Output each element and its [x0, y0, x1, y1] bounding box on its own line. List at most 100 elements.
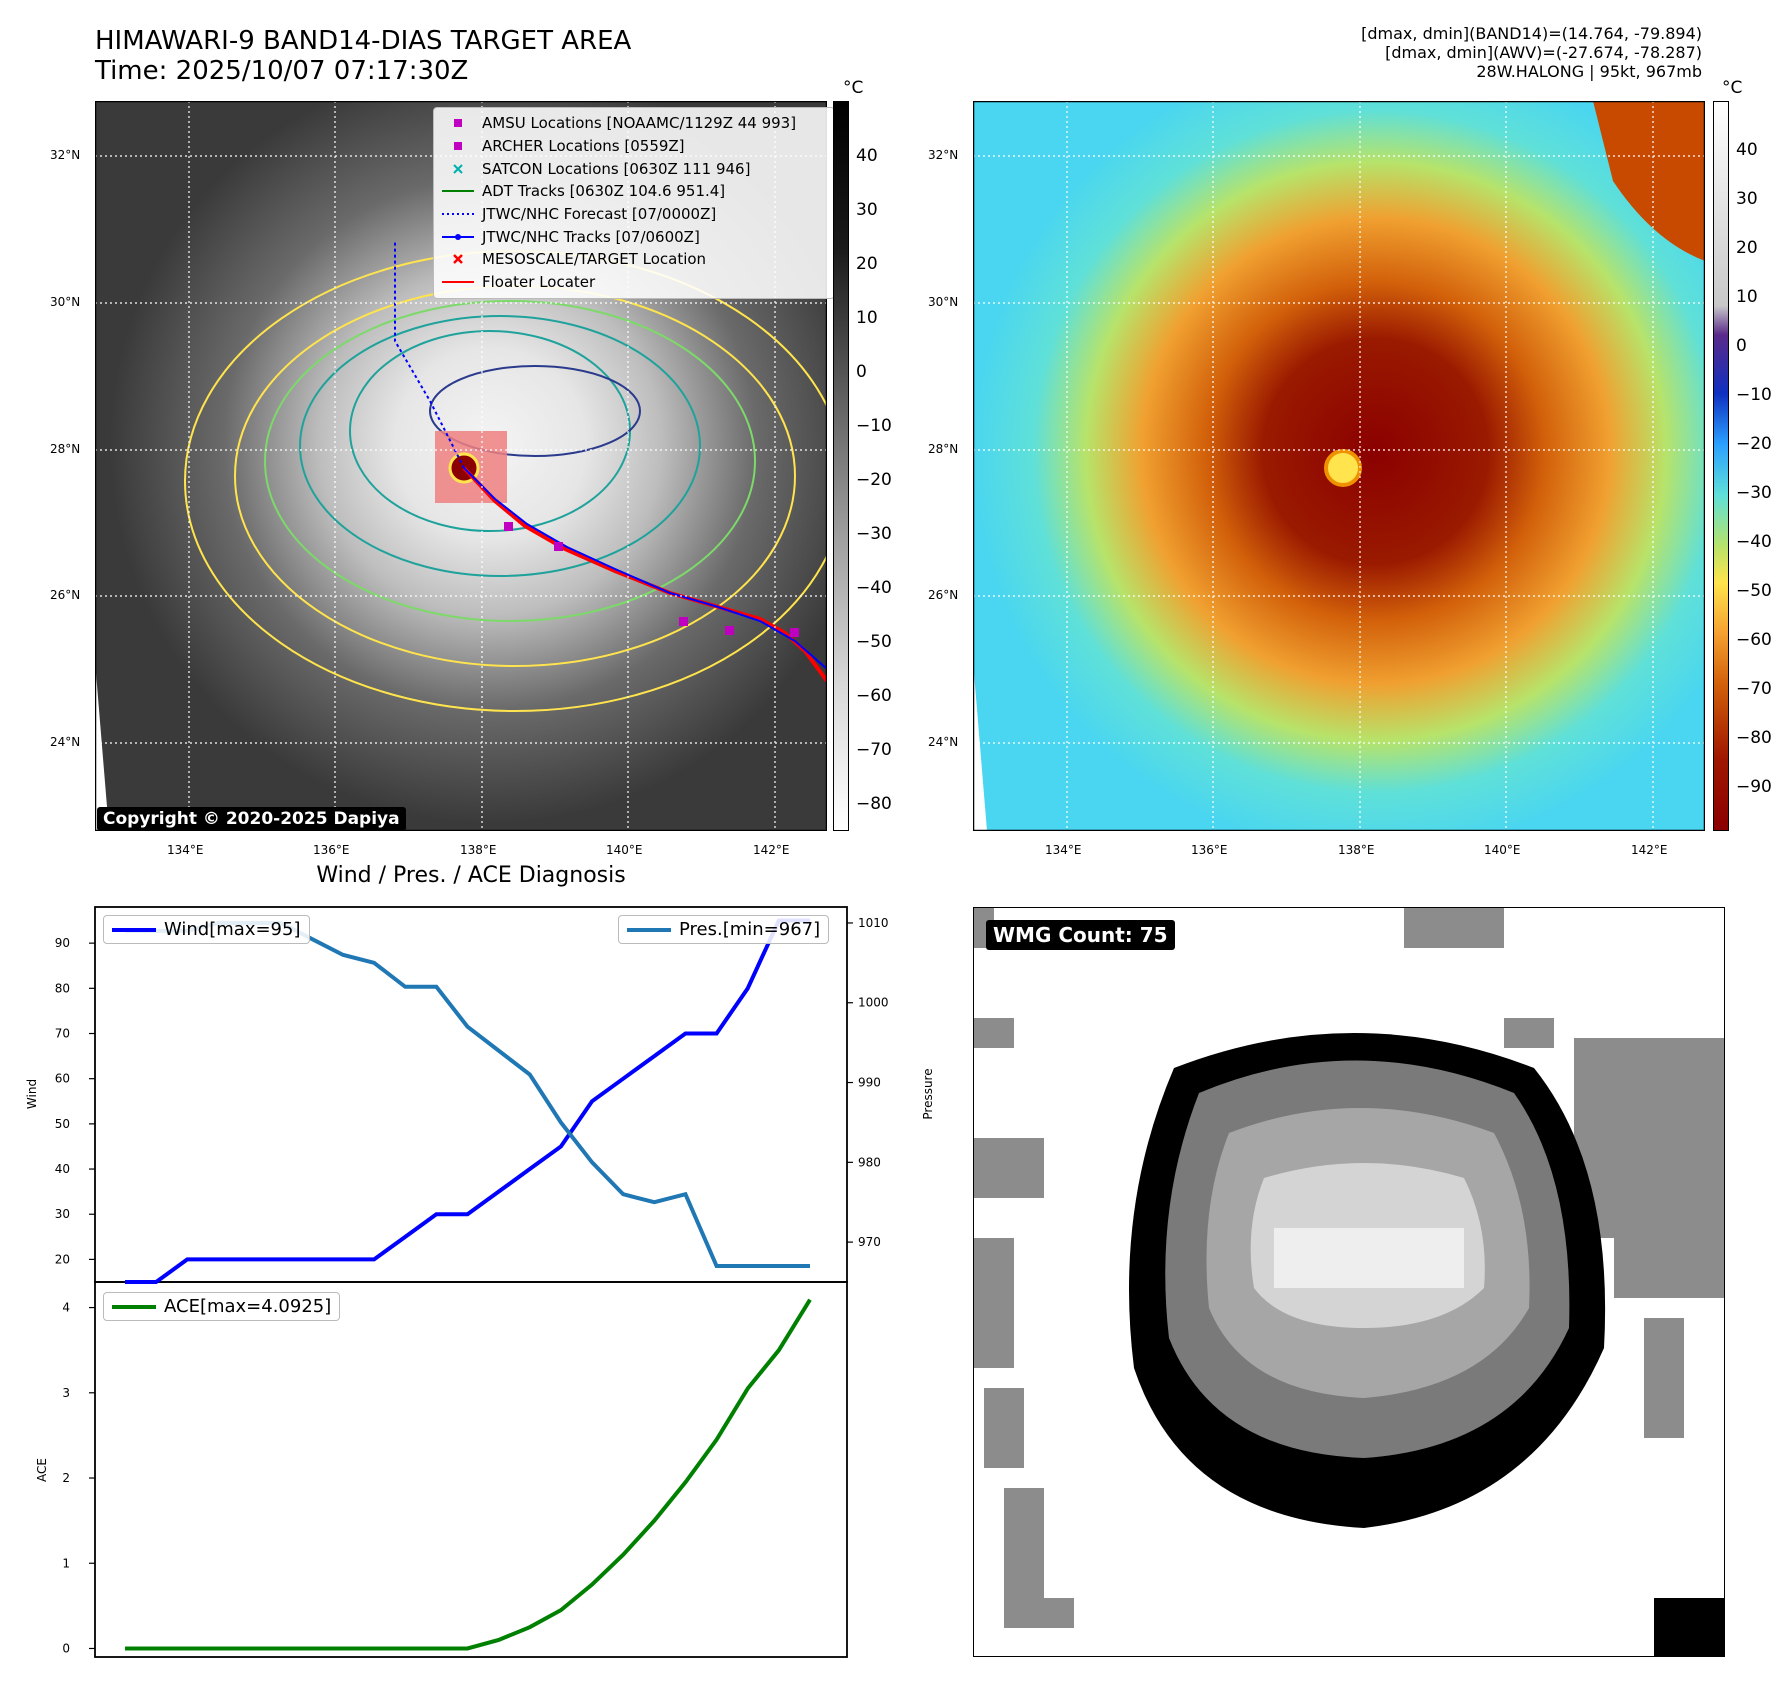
pressure-tick-label: 970	[858, 1235, 881, 1249]
ir-cb-tick: −70	[856, 740, 892, 760]
awv-cb-tick: −90	[1736, 777, 1772, 797]
awv-map-image	[972, 100, 1706, 832]
awv-lat-tick: 30°N	[928, 295, 959, 309]
pressure-tick-label: 1010	[858, 916, 889, 930]
awv-cb-tick: 20	[1736, 238, 1758, 258]
diagnosis-title: Wind / Pres. / ACE Diagnosis	[316, 863, 626, 888]
ir-cb-tick: −30	[856, 524, 892, 544]
ir-lon-tick: 134°E	[167, 843, 204, 857]
awv-cb-tick: −80	[1736, 728, 1772, 748]
legend-item-archer: ARCHER Locations [0559Z]	[440, 135, 828, 158]
ir-cb-tick: 40	[856, 146, 878, 166]
legend-item-forecast: JTWC/NHC Forecast [07/0000Z]	[442, 205, 717, 224]
stats-awv: [dmax, dmin](AWV)=(-27.674, -78.287)	[1385, 43, 1702, 62]
awv-colorbar-unit: °C	[1722, 78, 1743, 98]
pressure-axis-label: Pressure	[921, 1068, 935, 1119]
ir-lat-tick: 30°N	[50, 295, 81, 309]
awv-cb-tick: −50	[1736, 581, 1772, 601]
legend-item-target: MESOSCALE/TARGET Location	[440, 248, 828, 271]
ir-cb-tick: −20	[856, 470, 892, 490]
ir-lon-tick: 140°E	[606, 843, 643, 857]
awv-lon-tick: 142°E	[1631, 843, 1668, 857]
legend-item-amsu: AMSU Locations [NOAAMC/1129Z 44 993]	[440, 112, 828, 135]
awv-cb-tick: −40	[1736, 532, 1772, 552]
pressure-tick-label: 1000	[858, 996, 889, 1010]
pressure-tick-label: 980	[858, 1155, 881, 1169]
pressure-legend: Pres.[min=967]	[618, 915, 830, 944]
wind-tick-label: 70	[55, 1027, 70, 1041]
pressure-tick-label: 990	[858, 1076, 881, 1090]
awv-lon-tick: 140°E	[1484, 843, 1521, 857]
wind-tick-label: 60	[55, 1072, 70, 1086]
awv-cb-tick: −70	[1736, 679, 1772, 699]
copyright-badge: Copyright © 2020-2025 Dapiya	[97, 807, 406, 831]
wmg-image	[974, 908, 1724, 1656]
wind-tick-label: 90	[55, 936, 70, 950]
awv-colorbar	[1713, 101, 1729, 831]
awv-cb-tick: −30	[1736, 483, 1772, 503]
wind-tick-label: 80	[55, 981, 70, 995]
awv-lat-tick: 32°N	[928, 148, 959, 162]
ir-lon-tick: 142°E	[753, 843, 790, 857]
ir-lat-tick: 28°N	[50, 442, 81, 456]
awv-lon-tick: 134°E	[1045, 843, 1082, 857]
awv-cb-tick: −60	[1736, 630, 1772, 650]
awv-lon-tick: 136°E	[1191, 843, 1228, 857]
ace-tick-label: 2	[62, 1471, 70, 1485]
wind-tick-label: 40	[55, 1162, 70, 1176]
stats-band14: [dmax, dmin](BAND14)=(14.764, -79.894)	[1361, 24, 1702, 43]
legend-item-satcon: SATCON Locations [0630Z 111 946]	[440, 157, 828, 180]
ir-lon-tick: 136°E	[313, 843, 350, 857]
ir-cb-tick: −80	[856, 794, 892, 814]
ir-map-panel: AMSU Locations [NOAAMC/1129Z 44 993] ARC…	[94, 100, 846, 832]
ir-lat-tick: 26°N	[50, 588, 81, 602]
awv-cb-tick: 0	[1736, 336, 1747, 356]
legend-item-adt: ADT Tracks [0630Z 104.6 951.4]	[442, 182, 726, 201]
awv-cb-tick: −10	[1736, 385, 1772, 405]
ace-frame	[94, 1281, 848, 1658]
ace-series-line	[125, 1298, 812, 1651]
ir-colorbar	[833, 101, 849, 831]
awv-cb-tick: 10	[1736, 287, 1758, 307]
ir-cb-tick: 20	[856, 254, 878, 274]
ir-colorbar-unit: °C	[843, 78, 864, 98]
wind-tick-label: 30	[55, 1207, 70, 1221]
main-title: HIMAWARI-9 BAND14-DIAS TARGET AREA	[95, 26, 632, 56]
ir-cb-tick: −50	[856, 632, 892, 652]
ir-lat-tick: 32°N	[50, 148, 81, 162]
ir-cb-tick: 0	[856, 362, 867, 382]
time-title: Time: 2025/10/07 07:17:30Z	[95, 56, 469, 86]
ace-tick-label: 4	[62, 1301, 70, 1315]
awv-lon-tick: 138°E	[1338, 843, 1375, 857]
wmg-count-badge: WMG Count: 75	[986, 920, 1175, 950]
wind-axis-label: Wind	[25, 1079, 39, 1109]
ir-lat-tick: 24°N	[50, 735, 81, 749]
awv-lat-tick: 28°N	[928, 442, 959, 456]
ir-lon-tick: 138°E	[460, 843, 497, 857]
wmg-panel: WMG Count: 75	[973, 907, 1725, 1657]
ir-cb-tick: 30	[856, 200, 878, 220]
awv-cb-tick: 30	[1736, 189, 1758, 209]
ir-cb-tick: 10	[856, 308, 878, 328]
legend-item-tracks: JTWC/NHC Tracks [07/0600Z]	[440, 225, 828, 248]
ace-axis-label: ACE	[35, 1458, 49, 1482]
awv-cb-tick: −20	[1736, 434, 1772, 454]
ace-tick-label: 3	[62, 1386, 70, 1400]
wind-series-line	[125, 918, 810, 1284]
legend-item-floater: Floater Locater	[442, 273, 596, 292]
storm-info: 28W.HALONG | 95kt, 967mb	[1476, 62, 1702, 81]
wind-tick-label: 20	[55, 1252, 70, 1266]
ir-cb-tick: −60	[856, 686, 892, 706]
awv-lat-tick: 24°N	[928, 735, 959, 749]
wind-pressure-frame	[94, 906, 848, 1283]
awv-lat-tick: 26°N	[928, 588, 959, 602]
ir-cb-tick: −40	[856, 578, 892, 598]
wind-tick-label: 50	[55, 1117, 70, 1131]
ace-legend: ACE[max=4.0925]	[103, 1292, 341, 1321]
ir-legend: AMSU Locations [NOAAMC/1129Z 44 993] ARC…	[433, 107, 835, 299]
ir-cb-tick: −10	[856, 416, 892, 436]
ace-tick-label: 1	[62, 1556, 70, 1570]
ace-tick-label: 0	[62, 1641, 70, 1655]
awv-map-panel	[972, 100, 1706, 832]
wind-legend: Wind[max=95]	[103, 915, 310, 944]
